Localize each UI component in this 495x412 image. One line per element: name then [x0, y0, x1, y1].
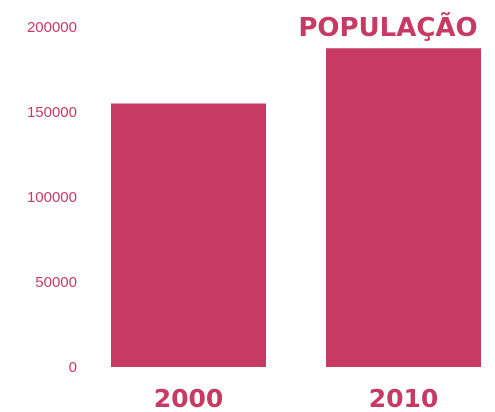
y-tick-label: 200000 — [27, 19, 77, 36]
y-axis-ticks: 0 50000 100000 150000 200000 — [27, 19, 77, 376]
y-tick-label: 50000 — [35, 274, 77, 291]
bar-2000 — [111, 103, 266, 367]
x-category-label: 2010 — [369, 384, 439, 412]
bars — [111, 48, 481, 367]
y-tick-label: 0 — [69, 359, 77, 376]
y-tick-label: 150000 — [27, 104, 77, 121]
x-axis-labels: 2000 2010 — [154, 384, 439, 412]
bar-2010 — [326, 48, 481, 367]
y-tick-label: 100000 — [27, 189, 77, 206]
x-category-label: 2000 — [154, 384, 224, 412]
chart-title: POPULAÇÃO — [298, 11, 477, 43]
